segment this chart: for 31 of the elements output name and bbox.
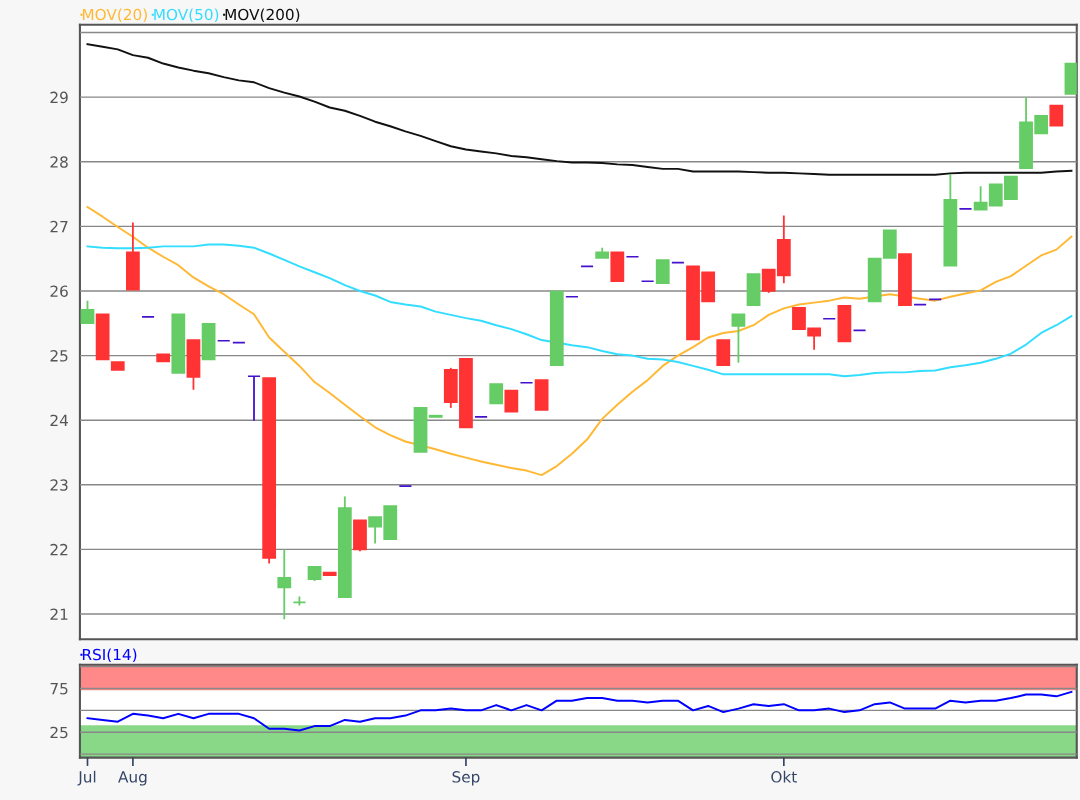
legend-label: MOV(20) <box>82 8 147 23</box>
y-tick-label: 25 <box>50 350 68 362</box>
legend-label: MOV(200) <box>225 8 300 23</box>
legend-label: MOV(50) <box>154 8 219 23</box>
y-tick-label: 22 <box>50 543 68 556</box>
line-series <box>86 43 1073 176</box>
line-series <box>86 206 1073 477</box>
y-tick-label: 28 <box>50 156 68 168</box>
y-tick-label: 75 <box>50 683 68 695</box>
y-tick-label: 21 <box>50 608 68 620</box>
y-tick-label: 26 <box>50 285 68 297</box>
candlestick <box>247 375 261 422</box>
candlestick <box>489 383 504 405</box>
y-tick-label: 29 <box>50 91 68 104</box>
x-tick-label: Aug <box>118 771 147 786</box>
line-series <box>86 690 1073 732</box>
x-tick-label: Okt <box>771 770 797 783</box>
y-tick-label: 25 <box>50 726 68 739</box>
candlestick <box>655 259 670 285</box>
y-tick-label: 23 <box>50 479 68 491</box>
line-series <box>86 243 1073 378</box>
candlestick <box>504 389 519 413</box>
legend-label: RSI(14) <box>82 648 137 663</box>
candlestick <box>80 299 95 325</box>
y-tick-label: 27 <box>50 220 68 233</box>
candlestick <box>277 548 292 621</box>
candlestick <box>1049 104 1064 127</box>
x-tick-label: Jul <box>77 770 96 786</box>
candlestick <box>731 313 746 364</box>
y-tick-label: 24 <box>50 414 68 426</box>
x-tick-label: Sep <box>452 771 480 786</box>
